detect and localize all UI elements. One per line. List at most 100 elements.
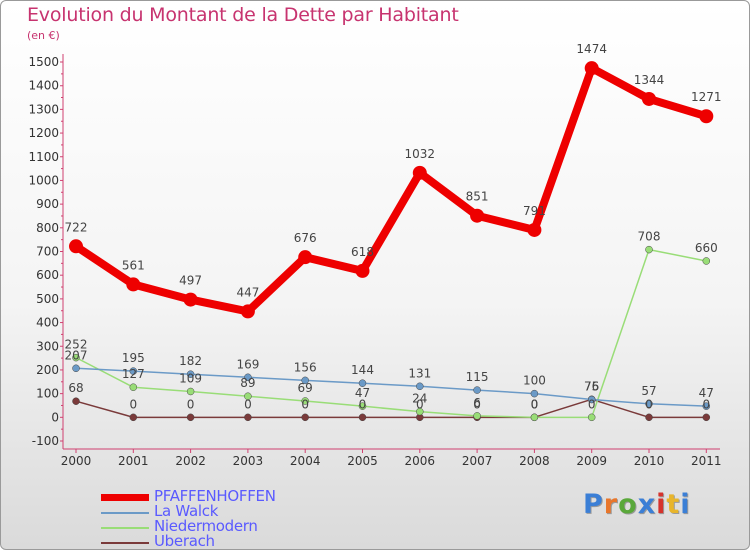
legend-label: PFAFFENHOFFEN xyxy=(154,487,276,505)
data-label: 708 xyxy=(638,230,661,244)
data-label: 68 xyxy=(68,381,83,395)
data-label: 447 xyxy=(236,285,259,299)
data-label: 207 xyxy=(65,348,88,362)
x-tick-label: 2005 xyxy=(347,454,378,468)
data-label: 131 xyxy=(408,366,431,380)
series-la-walck xyxy=(72,364,711,410)
data-point xyxy=(699,109,714,124)
data-label: 156 xyxy=(294,360,317,374)
data-point xyxy=(301,413,309,422)
data-point xyxy=(244,373,252,382)
x-tick-label: 2004 xyxy=(290,454,321,468)
legend-swatch xyxy=(101,512,149,514)
data-label: 252 xyxy=(65,338,88,352)
data-label: 69 xyxy=(298,381,313,395)
y-tick-label: 900 xyxy=(36,197,59,211)
data-point xyxy=(355,263,370,278)
data-point xyxy=(473,386,481,394)
data-label: 100 xyxy=(523,374,546,388)
data-point xyxy=(186,387,195,396)
data-point xyxy=(412,165,427,180)
legend-swatch xyxy=(101,542,149,544)
data-point xyxy=(129,367,138,375)
data-label: 76 xyxy=(584,379,599,393)
data-label: 127 xyxy=(122,367,145,381)
data-label: 1271 xyxy=(691,90,722,104)
y-tick-label: 800 xyxy=(36,221,59,235)
data-label: 144 xyxy=(351,363,374,377)
data-point xyxy=(183,292,198,307)
series-line xyxy=(75,398,708,419)
y-tick-label: -100 xyxy=(32,434,59,448)
data-label: 47 xyxy=(699,386,714,400)
y-tick-label: 1400 xyxy=(28,79,59,93)
data-point xyxy=(240,304,255,319)
data-label: 722 xyxy=(65,220,88,234)
data-label: 618 xyxy=(351,245,374,259)
data-label: 0 xyxy=(416,397,424,411)
data-label: 561 xyxy=(122,258,145,272)
data-point xyxy=(298,250,313,265)
proxiti-logo: Proxiti xyxy=(583,489,691,520)
data-label: 47 xyxy=(355,386,370,400)
data-label: 1344 xyxy=(634,73,665,87)
data-label: 1474 xyxy=(576,42,607,56)
data-label: 0 xyxy=(244,397,252,411)
data-label: 676 xyxy=(294,231,317,245)
data-point xyxy=(301,397,309,405)
data-label: 0 xyxy=(473,397,481,411)
data-label: 109 xyxy=(179,371,202,385)
x-tick-label: 2008 xyxy=(519,454,550,468)
data-point xyxy=(416,407,424,416)
data-label: 0 xyxy=(187,397,195,411)
logo-letter: x xyxy=(637,489,657,520)
data-label: 0 xyxy=(359,397,367,411)
data-point xyxy=(584,61,599,76)
data-point xyxy=(645,413,653,422)
data-label: 75 xyxy=(584,380,599,394)
data-point xyxy=(530,389,539,398)
data-label: 6 xyxy=(473,396,481,410)
data-label: 182 xyxy=(179,354,202,368)
data-point xyxy=(470,208,485,223)
x-tick-label: 2006 xyxy=(405,454,436,468)
data-label: 791 xyxy=(523,204,546,218)
y-tick-label: 400 xyxy=(36,316,59,330)
y-tick-label: 700 xyxy=(36,245,59,259)
data-label: 0 xyxy=(301,397,309,411)
data-point xyxy=(72,353,80,362)
data-point xyxy=(69,239,83,254)
logo-letter: o xyxy=(618,489,638,520)
chart-title: Evolution du Montant de la Dette par Hab… xyxy=(27,4,459,26)
data-label: 195 xyxy=(122,351,145,365)
x-tick-label: 2003 xyxy=(233,454,264,468)
data-point xyxy=(645,400,653,408)
y-tick-label: 1000 xyxy=(28,173,59,187)
x-tick-label: 2001 xyxy=(118,454,149,468)
data-point xyxy=(587,413,596,422)
data-label: 24 xyxy=(412,392,427,406)
data-point xyxy=(186,413,195,422)
x-tick-label: 2009 xyxy=(576,454,607,468)
data-point xyxy=(358,379,367,387)
data-point xyxy=(301,376,309,385)
data-point xyxy=(72,397,80,405)
data-point xyxy=(129,383,138,391)
data-point xyxy=(642,91,656,106)
series-layer xyxy=(69,61,714,422)
data-label: 0 xyxy=(129,397,137,411)
data-point xyxy=(587,395,596,404)
data-label: 660 xyxy=(695,241,718,255)
logo-letter: t xyxy=(666,489,681,520)
data-point xyxy=(702,402,711,410)
data-point xyxy=(702,257,711,265)
data-point xyxy=(358,402,367,410)
series-pfaffenhoffen xyxy=(69,61,714,319)
logo-letter: P xyxy=(583,489,604,520)
data-point xyxy=(72,364,80,373)
data-label: 115 xyxy=(466,370,489,384)
data-point xyxy=(358,413,367,422)
series-niedermodern xyxy=(72,245,711,422)
